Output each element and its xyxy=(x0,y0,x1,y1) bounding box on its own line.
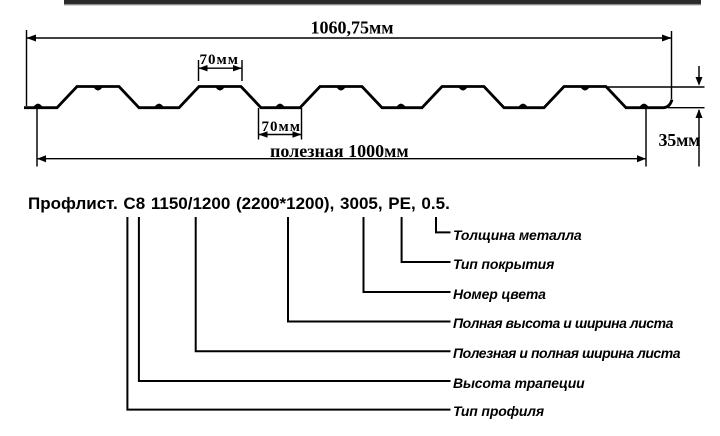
svg-text:70мм: 70мм xyxy=(262,119,301,135)
svg-text:70мм: 70мм xyxy=(200,52,239,68)
svg-text:полезная 1000мм: полезная 1000мм xyxy=(270,141,409,161)
svg-text:35мм: 35мм xyxy=(659,130,701,150)
svg-text:1060,75мм: 1060,75мм xyxy=(311,18,394,38)
